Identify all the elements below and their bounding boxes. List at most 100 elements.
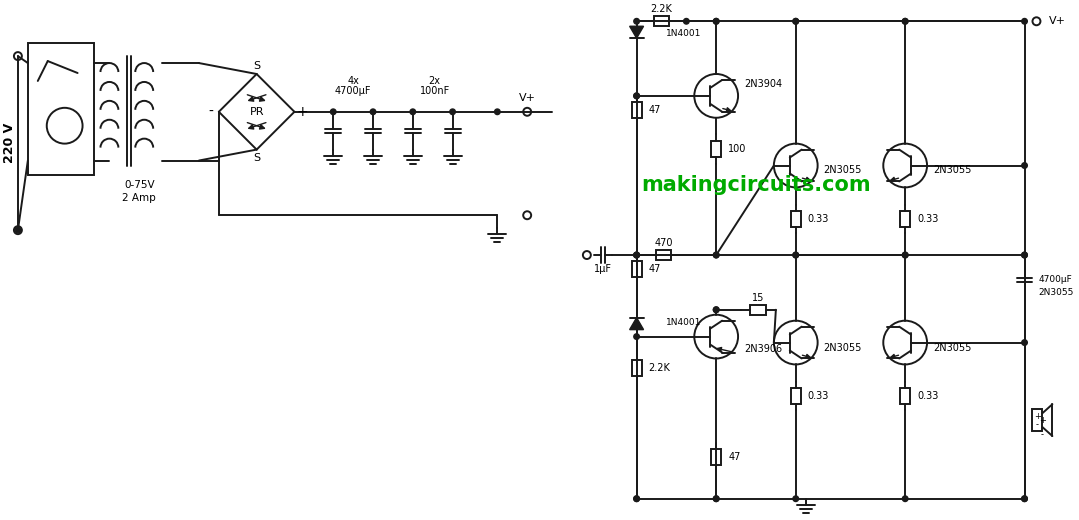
Bar bbox=[791, 388, 801, 404]
Text: 4700µF: 4700µF bbox=[1038, 276, 1073, 284]
Text: 1N4001: 1N4001 bbox=[667, 318, 701, 327]
Circle shape bbox=[523, 211, 531, 219]
Circle shape bbox=[14, 52, 22, 60]
Circle shape bbox=[494, 109, 501, 114]
Circle shape bbox=[774, 321, 818, 365]
Circle shape bbox=[370, 109, 375, 114]
Circle shape bbox=[633, 334, 640, 340]
Text: 2N3055: 2N3055 bbox=[823, 165, 862, 175]
Polygon shape bbox=[630, 318, 643, 330]
Bar bbox=[654, 16, 669, 26]
Text: -: - bbox=[1036, 421, 1039, 430]
Circle shape bbox=[902, 19, 907, 24]
Text: 47: 47 bbox=[648, 264, 661, 274]
Circle shape bbox=[15, 227, 21, 233]
Circle shape bbox=[902, 496, 907, 501]
Circle shape bbox=[713, 496, 719, 501]
Text: 1µF: 1µF bbox=[593, 264, 612, 274]
Circle shape bbox=[1022, 163, 1027, 168]
Circle shape bbox=[330, 109, 336, 114]
Circle shape bbox=[1022, 496, 1027, 501]
Circle shape bbox=[46, 108, 83, 144]
Bar bbox=[631, 360, 642, 376]
Circle shape bbox=[633, 252, 640, 258]
Text: 0.33: 0.33 bbox=[808, 391, 829, 401]
Text: makingcircuits.com: makingcircuits.com bbox=[641, 175, 871, 196]
Circle shape bbox=[902, 19, 907, 24]
Bar bbox=[900, 388, 911, 404]
Circle shape bbox=[633, 496, 640, 501]
Text: 4x: 4x bbox=[347, 76, 359, 86]
Circle shape bbox=[902, 252, 907, 258]
Circle shape bbox=[1022, 19, 1027, 24]
Text: 0.33: 0.33 bbox=[917, 214, 939, 224]
Bar bbox=[900, 211, 911, 227]
Text: 100: 100 bbox=[728, 144, 747, 153]
Circle shape bbox=[793, 19, 798, 24]
Text: S: S bbox=[254, 61, 260, 71]
Text: V+: V+ bbox=[1050, 16, 1066, 27]
Circle shape bbox=[633, 19, 640, 24]
Circle shape bbox=[793, 252, 798, 258]
Circle shape bbox=[793, 496, 798, 501]
Bar bbox=[631, 261, 642, 277]
Circle shape bbox=[14, 226, 22, 234]
Circle shape bbox=[523, 108, 531, 116]
Text: 2x: 2x bbox=[428, 76, 440, 86]
Circle shape bbox=[633, 252, 640, 258]
Circle shape bbox=[774, 144, 818, 187]
Bar bbox=[711, 449, 721, 465]
Text: +: + bbox=[1034, 412, 1041, 421]
Text: 2N3055: 2N3055 bbox=[933, 343, 971, 353]
Bar bbox=[656, 250, 671, 260]
Circle shape bbox=[884, 144, 927, 187]
Bar bbox=[711, 140, 721, 157]
Circle shape bbox=[410, 109, 415, 114]
Circle shape bbox=[902, 252, 907, 258]
Text: 0-75V: 0-75V bbox=[124, 180, 154, 190]
Text: 1N4001: 1N4001 bbox=[667, 29, 701, 38]
Text: -: - bbox=[1041, 431, 1044, 439]
Circle shape bbox=[583, 251, 591, 259]
Text: 470: 470 bbox=[654, 238, 672, 248]
Circle shape bbox=[713, 307, 719, 313]
Text: 2N3904: 2N3904 bbox=[745, 79, 782, 89]
Circle shape bbox=[684, 19, 689, 24]
Circle shape bbox=[713, 252, 719, 258]
Text: 4700µF: 4700µF bbox=[334, 86, 371, 96]
Circle shape bbox=[1022, 252, 1027, 258]
Circle shape bbox=[633, 252, 640, 258]
Text: 47: 47 bbox=[648, 105, 661, 115]
Text: 15: 15 bbox=[752, 293, 764, 303]
Bar bbox=[28, 43, 95, 175]
Circle shape bbox=[1022, 496, 1027, 501]
Circle shape bbox=[694, 315, 738, 358]
Circle shape bbox=[713, 19, 719, 24]
Text: 220 V: 220 V bbox=[3, 123, 16, 163]
Circle shape bbox=[713, 19, 719, 24]
Circle shape bbox=[1022, 340, 1027, 345]
Text: PR: PR bbox=[249, 107, 264, 117]
Circle shape bbox=[713, 496, 719, 501]
Circle shape bbox=[793, 19, 798, 24]
Text: 2.2K: 2.2K bbox=[648, 363, 670, 373]
Circle shape bbox=[1033, 17, 1040, 25]
Bar bbox=[631, 102, 642, 118]
Bar bbox=[750, 305, 766, 315]
Circle shape bbox=[1022, 252, 1027, 258]
Text: +: + bbox=[1039, 415, 1046, 425]
Text: 0.33: 0.33 bbox=[917, 391, 939, 401]
Circle shape bbox=[793, 252, 798, 258]
Polygon shape bbox=[630, 26, 643, 38]
Circle shape bbox=[694, 74, 738, 118]
Text: 2N3055: 2N3055 bbox=[1038, 288, 1074, 297]
Text: 2N3055: 2N3055 bbox=[933, 165, 971, 175]
Bar bbox=[791, 211, 801, 227]
Text: +: + bbox=[297, 105, 309, 119]
Circle shape bbox=[713, 252, 719, 258]
Text: 2N3055: 2N3055 bbox=[823, 343, 862, 353]
Text: 2 Amp: 2 Amp bbox=[122, 193, 156, 203]
Text: S: S bbox=[254, 152, 260, 163]
Circle shape bbox=[633, 93, 640, 99]
Text: 0.33: 0.33 bbox=[808, 214, 829, 224]
